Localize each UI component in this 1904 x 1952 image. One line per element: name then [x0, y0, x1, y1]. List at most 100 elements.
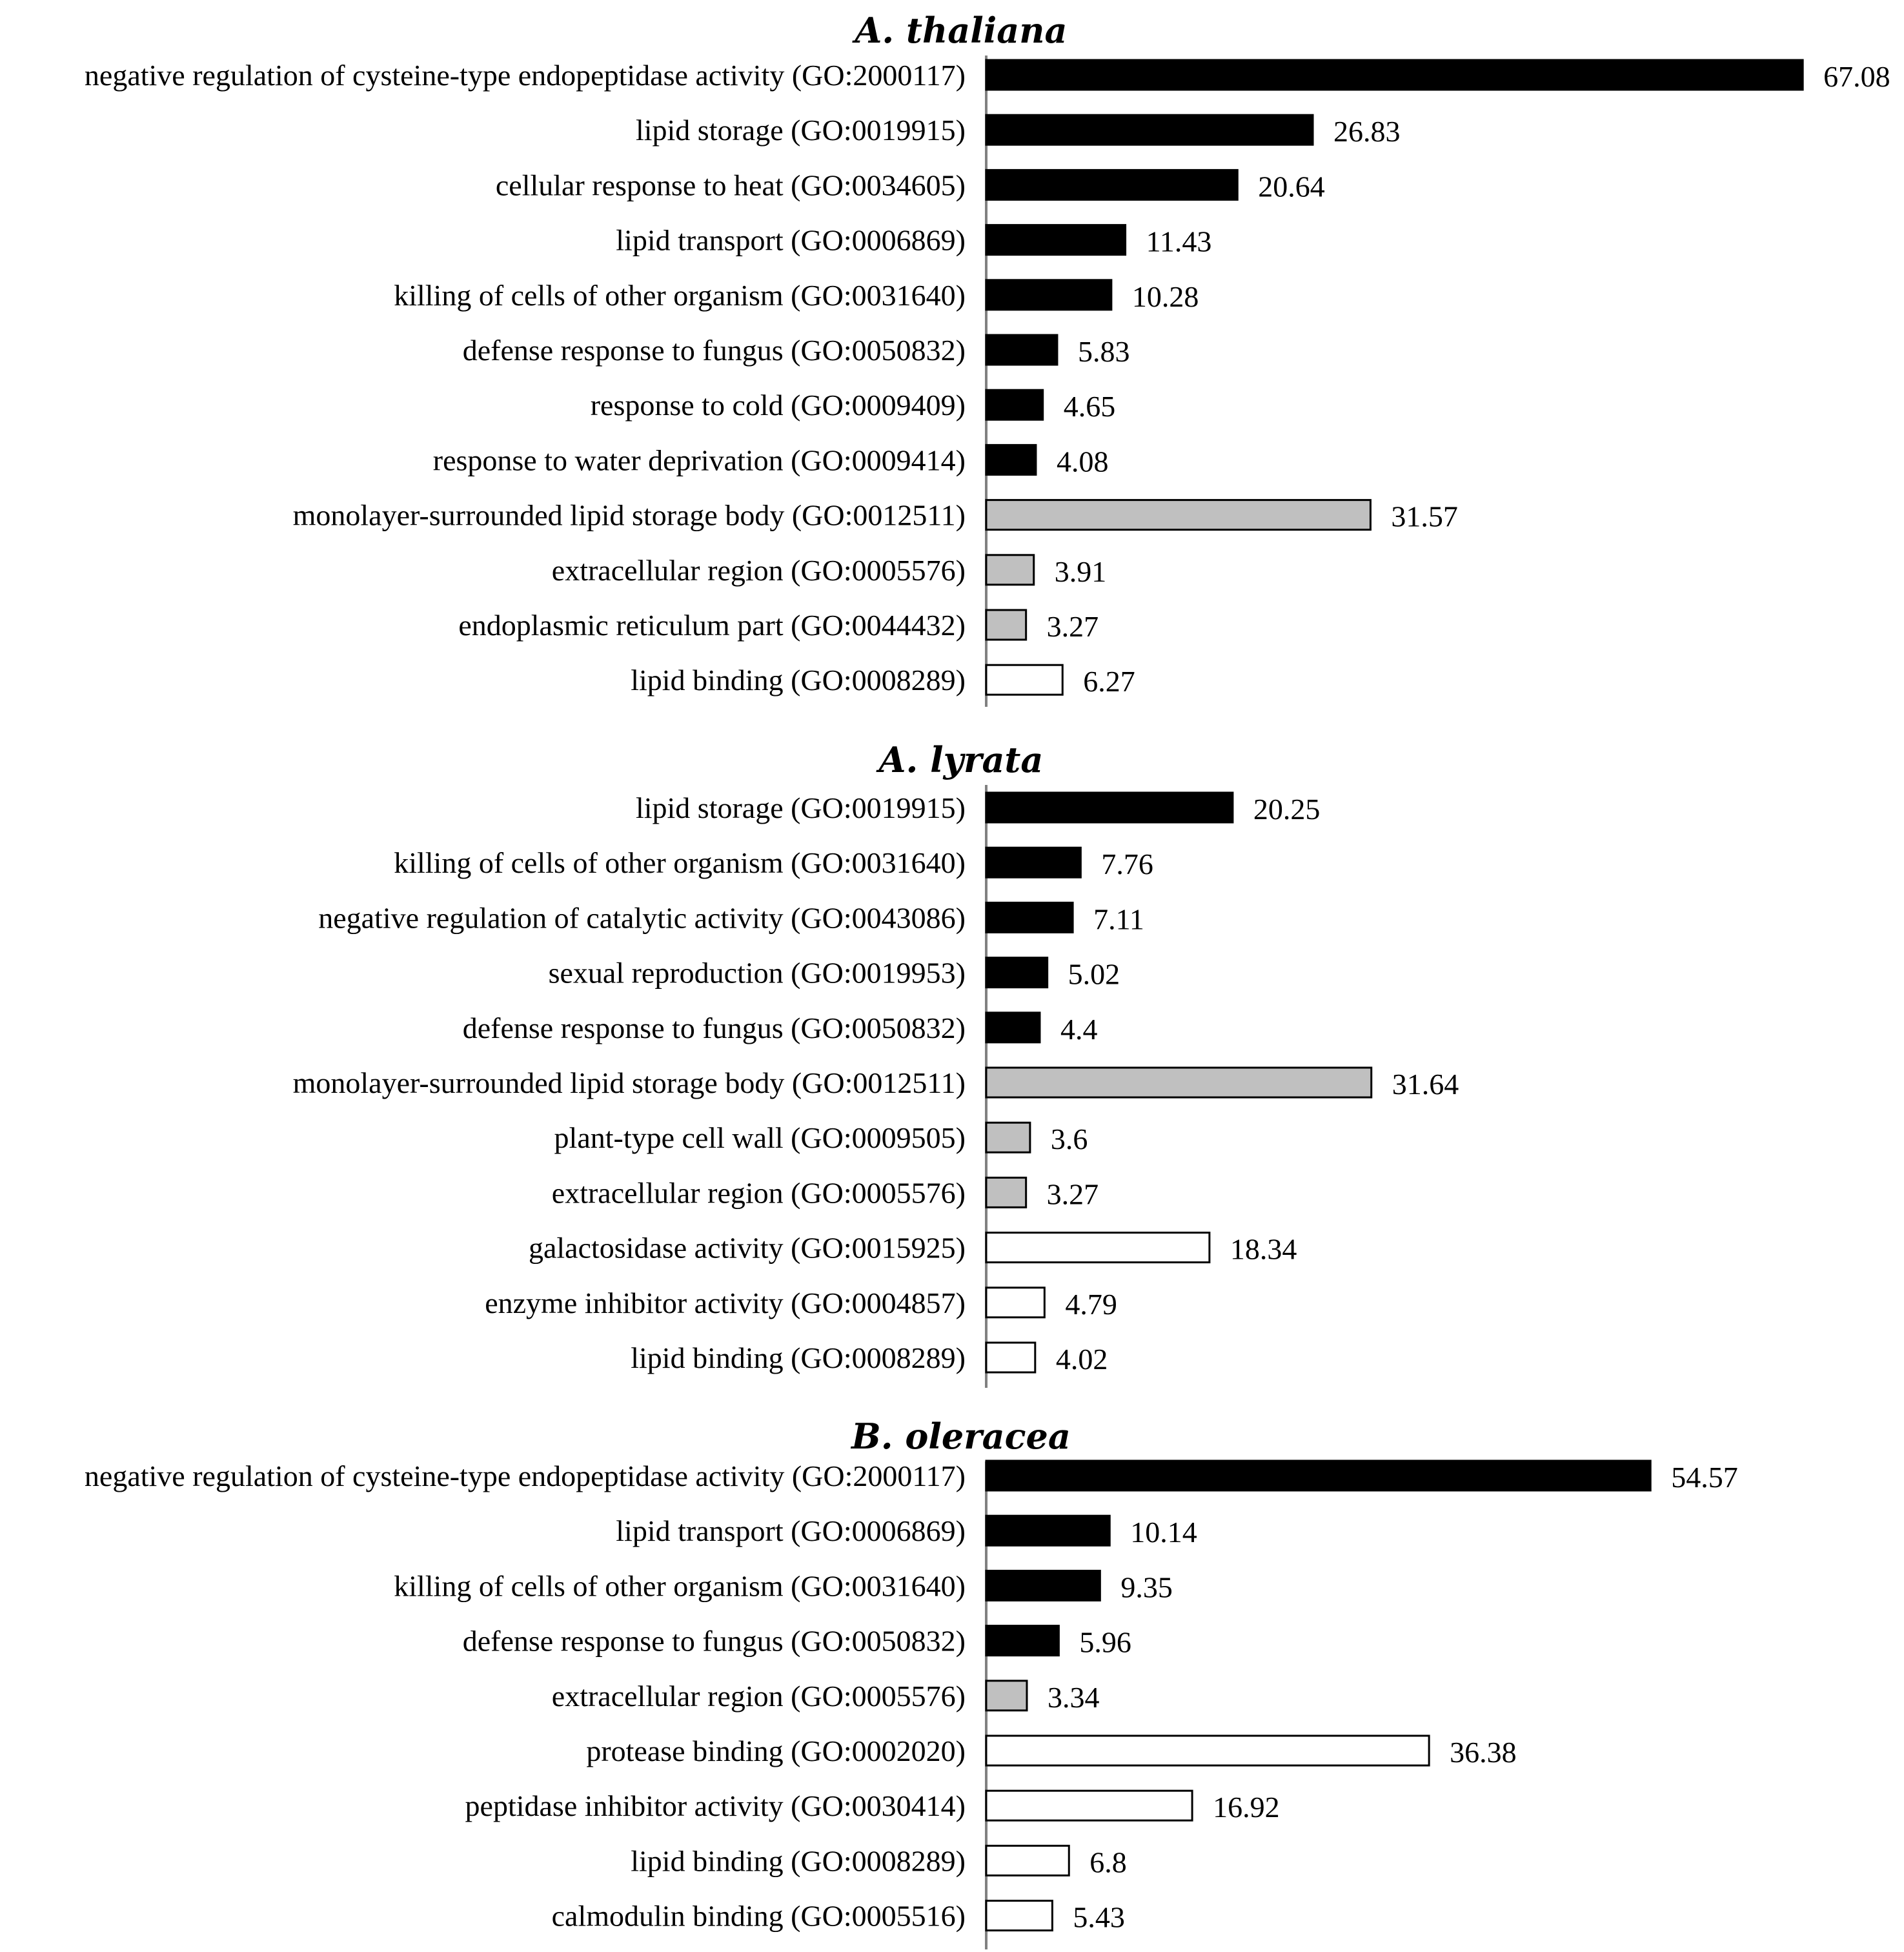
- bar: [985, 1514, 1111, 1547]
- category-label: monolayer-surrounded lipid storage body …: [293, 499, 966, 532]
- value-label: 5.96: [1079, 1626, 1131, 1659]
- bar: [985, 1680, 1028, 1712]
- panel-a-thaliana: A. thaliana negative regulation of cyste…: [85, 10, 1890, 707]
- category-label: lipid transport (GO:0006869): [616, 224, 966, 257]
- value-label: 10.14: [1130, 1516, 1197, 1549]
- bar: [985, 791, 1234, 824]
- category-label: lipid binding (GO:0008289): [631, 1341, 966, 1374]
- category-label: response to cold (GO:0009409): [591, 389, 966, 422]
- value-label: 4.02: [1056, 1343, 1108, 1376]
- category-label: monolayer-surrounded lipid storage body …: [293, 1066, 966, 1099]
- category-label: enzyme inhibitor activity (GO:0004857): [485, 1286, 966, 1319]
- value-label: 3.34: [1048, 1681, 1100, 1714]
- category-label: sexual reproduction (GO:0019953): [549, 957, 966, 990]
- bar: [985, 957, 1049, 989]
- bar: [985, 279, 1113, 311]
- panel-title: A. lyrata: [876, 739, 1044, 780]
- value-label: 3.27: [1047, 610, 1099, 643]
- value-label: 36.38: [1450, 1736, 1517, 1769]
- category-label: lipid binding (GO:0008289): [631, 1844, 966, 1877]
- category-label: killing of cells of other organism (GO:0…: [394, 279, 966, 312]
- bar: [985, 1789, 1193, 1822]
- bar: [985, 1121, 1031, 1154]
- category-label: endoplasmic reticulum part (GO:0044432): [458, 609, 966, 642]
- category-label: defense response to fungus (GO:0050832): [463, 334, 966, 367]
- value-label: 31.64: [1392, 1068, 1459, 1101]
- bar: [985, 1176, 1028, 1208]
- value-label: 3.91: [1055, 555, 1107, 588]
- value-label: 7.11: [1093, 902, 1144, 935]
- category-label: galactosidase activity (GO:0015925): [529, 1232, 966, 1265]
- category-label: lipid storage (GO:0019915): [636, 791, 966, 824]
- bar: [985, 1066, 1373, 1099]
- bar: [985, 664, 1064, 696]
- category-label: calmodulin binding (GO:0005516): [552, 1900, 966, 1933]
- bar: [985, 168, 1239, 201]
- category-label: defense response to fungus (GO:0050832): [463, 1012, 966, 1044]
- bar: [985, 334, 1058, 366]
- value-label: 4.08: [1057, 445, 1109, 478]
- category-label: protease binding (GO:0002020): [586, 1734, 966, 1767]
- category-label: response to water deprivation (GO:000941…: [433, 443, 966, 476]
- value-label: 6.27: [1083, 665, 1135, 698]
- bar: [985, 114, 1314, 146]
- category-label: extracellular region (GO:0005576): [552, 1680, 966, 1713]
- bar: [985, 1286, 1046, 1319]
- value-label: 20.64: [1258, 170, 1325, 203]
- bar: [985, 1232, 1211, 1264]
- category-label: killing of cells of other organism (GO:0…: [394, 1569, 966, 1602]
- value-label: 7.76: [1101, 848, 1153, 880]
- bar: [985, 1734, 1430, 1767]
- category-label: cellular response to heat (GO:0034605): [496, 168, 966, 201]
- category-label: lipid transport (GO:0006869): [616, 1514, 966, 1547]
- value-label: 5.43: [1073, 1901, 1125, 1934]
- value-label: 54.57: [1671, 1461, 1738, 1494]
- panel-b-oleracea: B. oleracea negative regulation of cyste…: [85, 1416, 1738, 1949]
- bar-group: negative regulation of cysteine-type end…: [85, 59, 1890, 698]
- value-label: 6.8: [1089, 1845, 1127, 1878]
- bar-group: negative regulation of cysteine-type end…: [85, 1459, 1738, 1934]
- category-label: negative regulation of cysteine-type end…: [85, 59, 966, 92]
- bar: [985, 499, 1372, 531]
- category-label: lipid binding (GO:0008289): [631, 664, 966, 696]
- value-label: 3.6: [1051, 1123, 1088, 1155]
- panel-title: B. oleracea: [850, 1416, 1071, 1457]
- bar: [985, 846, 1082, 879]
- value-label: 4.4: [1060, 1013, 1098, 1046]
- bar: [985, 1844, 1070, 1876]
- category-label: peptidase inhibitor activity (GO:0030414…: [465, 1789, 966, 1822]
- bar: [985, 1012, 1041, 1044]
- value-label: 5.02: [1068, 958, 1120, 991]
- bar: [985, 389, 1044, 421]
- bar: [985, 901, 1074, 933]
- bar: [985, 59, 1804, 91]
- value-label: 5.83: [1078, 335, 1130, 368]
- bar: [985, 1459, 1652, 1492]
- value-label: 31.57: [1391, 500, 1458, 533]
- value-label: 67.08: [1823, 60, 1890, 93]
- category-label: extracellular region (GO:0005576): [552, 1176, 966, 1209]
- value-label: 16.92: [1213, 1791, 1280, 1824]
- bar: [985, 1625, 1060, 1657]
- value-label: 4.79: [1065, 1288, 1117, 1321]
- value-label: 9.35: [1120, 1571, 1173, 1603]
- panel-a-lyrata: A. lyrata lipid storage (GO:0019915) 20.2…: [293, 739, 1459, 1388]
- bar: [985, 609, 1028, 641]
- value-label: 3.27: [1047, 1177, 1099, 1210]
- value-label: 18.34: [1230, 1233, 1297, 1266]
- category-label: negative regulation of catalytic activit…: [318, 901, 966, 934]
- category-label: lipid storage (GO:0019915): [636, 114, 966, 147]
- panel-title: A. thaliana: [852, 10, 1068, 51]
- bar: [985, 1341, 1037, 1374]
- bar-group: lipid storage (GO:0019915) 20.25 killing o…: [293, 791, 1459, 1376]
- bar: [985, 224, 1127, 256]
- value-label: 26.83: [1333, 115, 1401, 148]
- value-label: 20.25: [1253, 793, 1321, 826]
- bar: [985, 1569, 1101, 1601]
- category-label: negative regulation of cysteine-type end…: [85, 1459, 966, 1492]
- category-label: plant-type cell wall (GO:0009505): [554, 1121, 966, 1154]
- category-label: extracellular region (GO:0005576): [552, 554, 966, 587]
- bar: [985, 443, 1037, 476]
- bar: [985, 554, 1035, 586]
